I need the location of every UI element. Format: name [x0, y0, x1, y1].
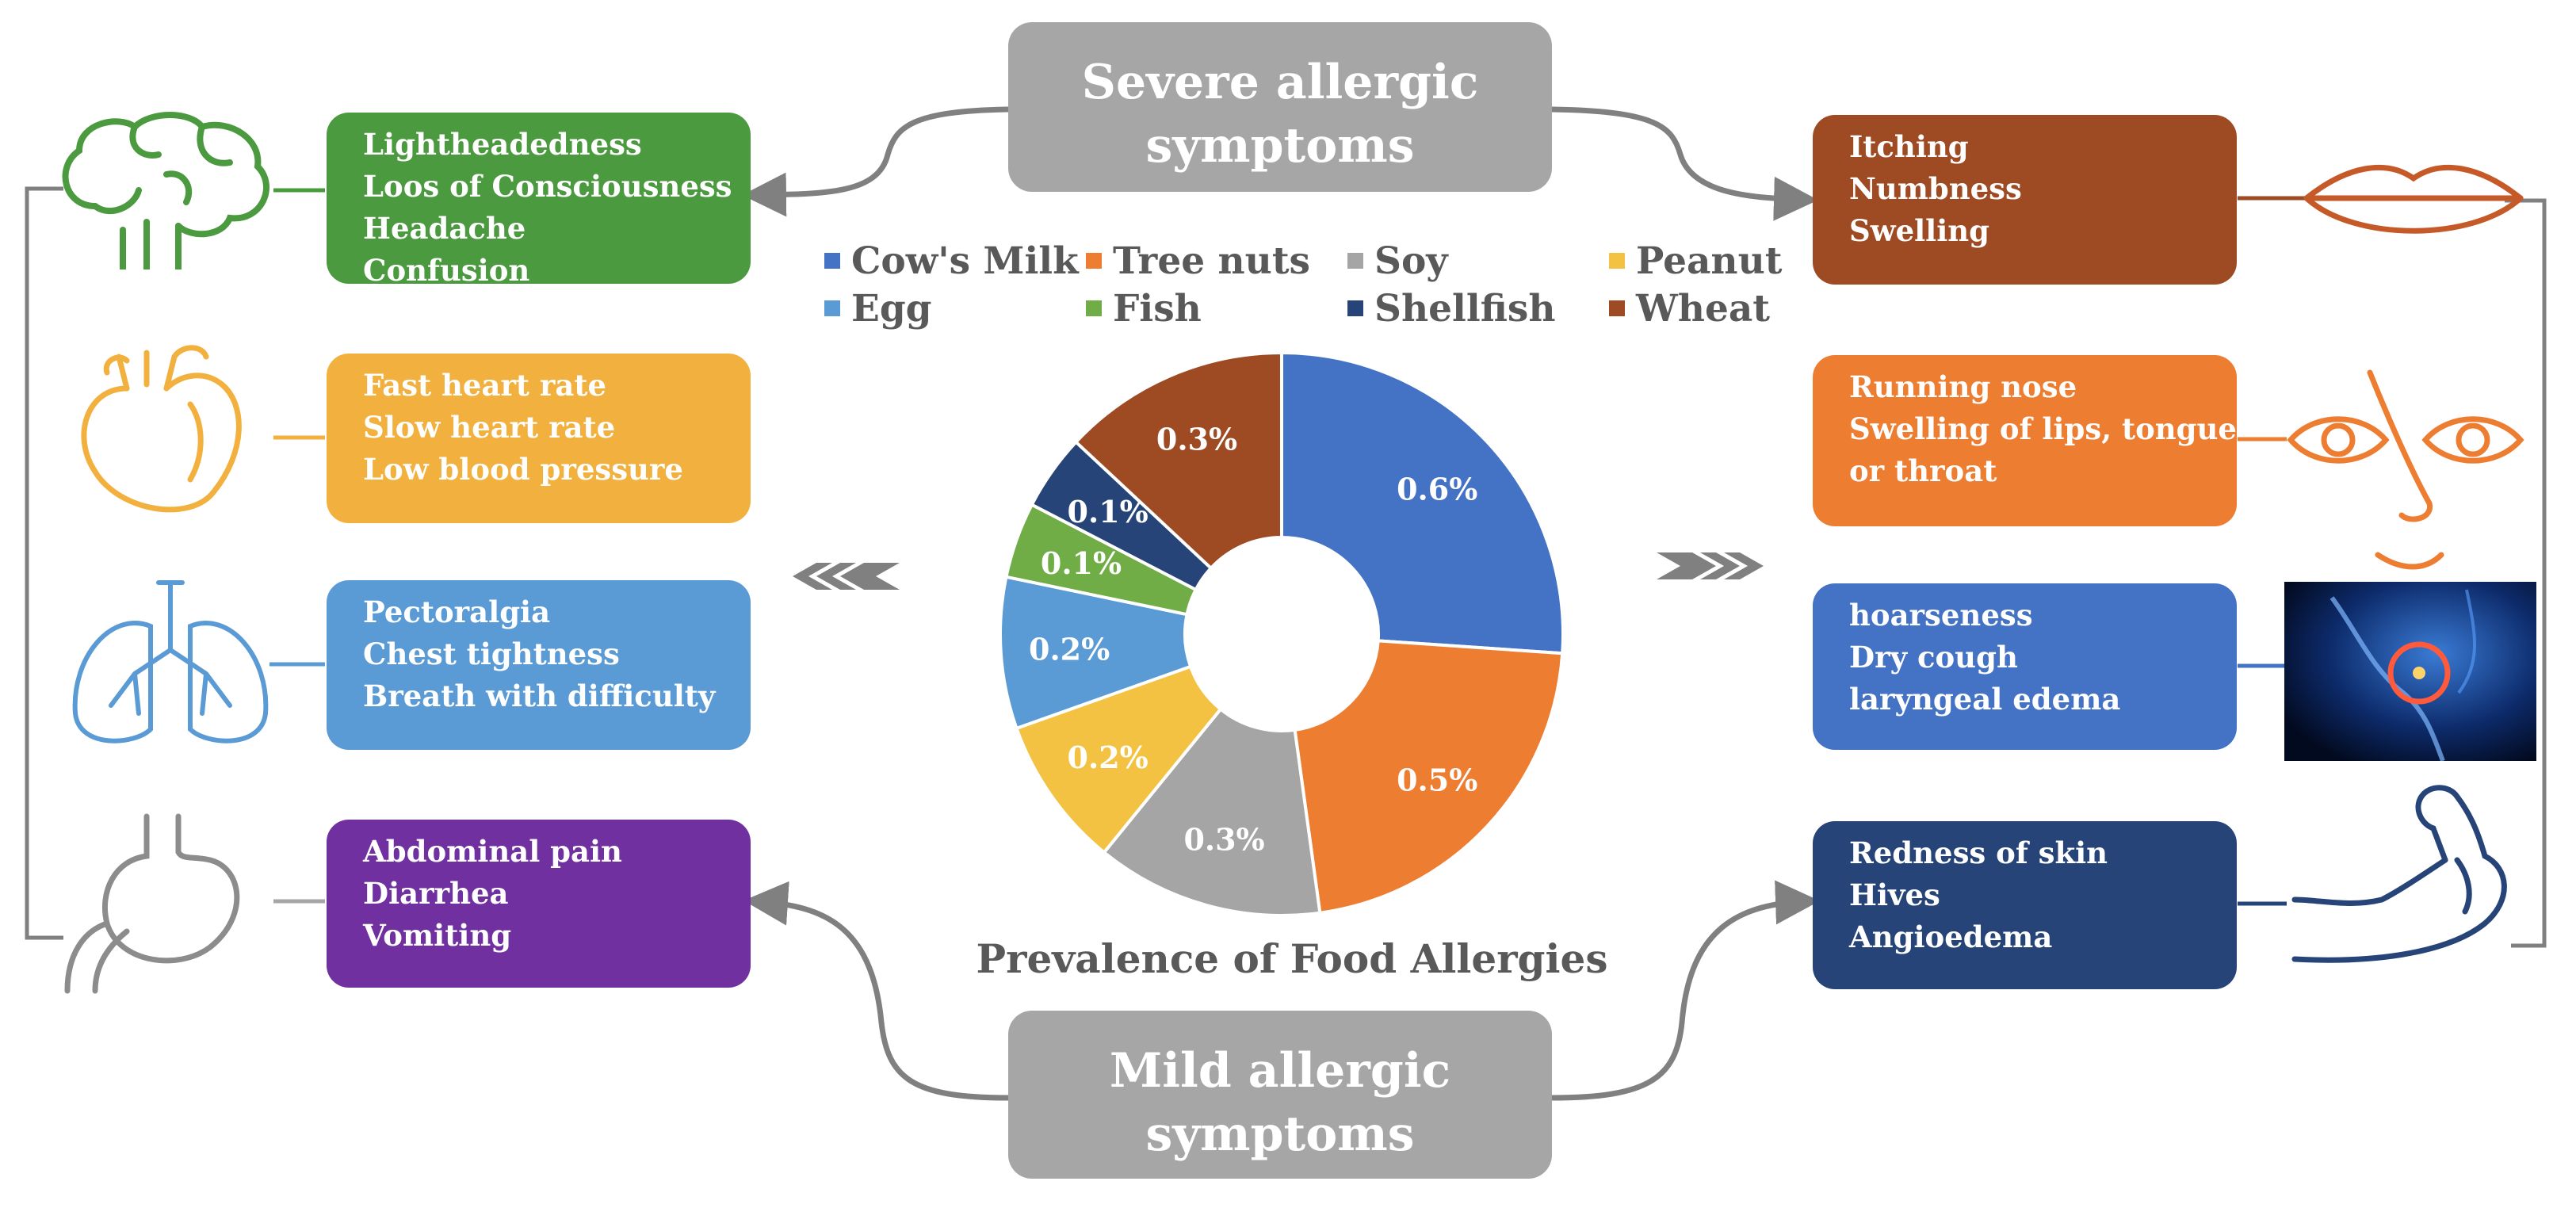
- lungs-icon: [72, 580, 269, 744]
- legend-label: Egg: [851, 287, 932, 331]
- slice-label: 0.2%: [1068, 740, 1148, 775]
- legend-swatch: [824, 253, 840, 269]
- lips-symptom-2: Swelling: [1849, 213, 1990, 248]
- brain-symptom-0: Lightheadedness: [363, 127, 642, 162]
- face-symptom-2: or throat: [1849, 453, 1997, 488]
- legend-swatch: [1609, 300, 1625, 316]
- mild-to-right-arrow: [1551, 880, 1820, 1101]
- legend-swatch: [1609, 253, 1625, 269]
- severe-to-right-arrow: [1551, 106, 1818, 221]
- mild-line1: Mild allergic: [1109, 1043, 1451, 1099]
- muscle-symptom-2: Angioedema: [1849, 919, 2053, 954]
- chevron-left-icon: [793, 563, 900, 590]
- severe-line2: symptoms: [1145, 118, 1415, 174]
- brain-symptom-2: Headache: [363, 211, 526, 246]
- legend-item: Egg: [824, 285, 932, 333]
- lungs-symptom-0: Pectoralgia: [363, 594, 551, 629]
- lungs-symptom-2: Breath with difficulty: [363, 679, 716, 713]
- face-symptom-1: Swelling of lips, tongue: [1849, 411, 2237, 446]
- mild-to-left-arrow: [743, 881, 1009, 1101]
- legend-item: Wheat: [1609, 285, 1770, 333]
- severe-line1: Severe allergic: [1081, 55, 1479, 110]
- throat-symptoms-box: hoarseness Dry cough laryngeal edema: [1813, 583, 2237, 750]
- legend-label: Soy: [1374, 239, 1448, 283]
- lips-symptoms-box: Itching Numbness Swelling: [1813, 115, 2237, 285]
- heart-icon: [81, 345, 242, 513]
- legend-swatch: [1347, 300, 1363, 316]
- lips-symptom-0: Itching: [1849, 129, 1969, 164]
- donut-slice: [1280, 350, 1565, 656]
- legend-label: Peanut: [1636, 239, 1783, 283]
- legend-item: Peanut: [1609, 238, 1783, 285]
- skin-symptoms-box: Redness of skin Hives Angioedema: [1813, 821, 2237, 989]
- eyes-nose-icon: [2287, 369, 2524, 570]
- legend-swatch: [1086, 300, 1102, 316]
- brain-symptom-1: Loos of Consciousness: [363, 169, 732, 204]
- legend-swatch: [1086, 253, 1102, 269]
- stomach-symptom-0: Abdominal pain: [363, 834, 622, 869]
- throat-image: [2284, 582, 2536, 761]
- severe-symptoms-header: Severe allergic symptoms: [1008, 22, 1552, 192]
- chart-title: Prevalence of Food Allergies: [976, 935, 1608, 982]
- legend-item: Fish: [1086, 285, 1202, 333]
- slice-label: 0.2%: [1029, 631, 1110, 667]
- donut-slice: [1014, 664, 1223, 855]
- left-bracket-line: [25, 186, 63, 940]
- mild-line2: symptoms: [1145, 1107, 1415, 1162]
- slice-label: 0.3%: [1156, 422, 1237, 457]
- donut-slice: [1293, 639, 1565, 915]
- mild-symptoms-header: Mild allergic symptoms: [1008, 1011, 1552, 1179]
- heart-symptom-2: Low blood pressure: [363, 452, 683, 487]
- muscle-symptom-1: Hives: [1849, 877, 1940, 912]
- legend-label: Wheat: [1636, 287, 1771, 331]
- throat-symptom-0: hoarseness: [1849, 598, 2033, 633]
- legend-item: Soy: [1347, 238, 1448, 285]
- stomach-symptoms-box: Abdominal pain Diarrhea Vomiting: [327, 820, 751, 988]
- throat-symptom-2: laryngeal edema: [1849, 682, 2121, 717]
- flexed-arm-icon: [2291, 785, 2507, 963]
- lungs-symptom-1: Chest tightness: [363, 636, 620, 671]
- muscle-symptom-0: Redness of skin: [1849, 835, 2108, 870]
- legend-item: Shellfish: [1347, 285, 1556, 333]
- slice-label: 0.6%: [1397, 472, 1477, 507]
- lips-symptom-1: Numbness: [1849, 171, 2022, 206]
- slice-label: 0.1%: [1041, 545, 1122, 581]
- donut-slice: [1102, 706, 1322, 917]
- stomach-icon: [64, 813, 240, 994]
- throat-symptom-1: Dry cough: [1849, 640, 2018, 675]
- heart-symptom-0: Fast heart rate: [363, 368, 607, 403]
- lung-symptoms-box: Pectoralgia Chest tightness Breath with di…: [327, 580, 751, 750]
- chevron-right-icon: [1657, 552, 1764, 579]
- brain-symptom-3: Confusion: [363, 253, 530, 288]
- legend-item: Cow's Milk: [824, 238, 1079, 285]
- donut-slice: [1073, 350, 1283, 571]
- legend-label: Shellfish: [1374, 287, 1556, 331]
- right-bracket-line: [2505, 198, 2547, 948]
- donut-slice: [999, 575, 1193, 731]
- legend-label: Fish: [1113, 287, 1202, 331]
- face-symptoms-box: Running nose Swelling of lips, tongue or t…: [1813, 355, 2237, 526]
- heart-symptom-1: Slow heart rate: [363, 410, 616, 445]
- legend-swatch: [824, 300, 840, 316]
- heart-symptoms-box: Fast heart rate Slow heart rate Low blood …: [327, 354, 751, 523]
- legend-item: Tree nuts: [1086, 238, 1310, 285]
- stomach-symptom-2: Vomiting: [363, 918, 512, 953]
- slice-label: 0.3%: [1183, 822, 1264, 858]
- slice-label: 0.5%: [1397, 762, 1477, 797]
- legend-label: Cow's Milk: [851, 239, 1079, 283]
- lips-icon: [2303, 164, 2524, 234]
- face-symptom-0: Running nose: [1849, 369, 2077, 404]
- legend-swatch: [1347, 253, 1363, 269]
- severe-to-left-arrow: [742, 106, 1009, 217]
- stomach-symptom-1: Diarrhea: [363, 876, 509, 911]
- legend-label: Tree nuts: [1113, 239, 1310, 283]
- brain-icon: [62, 112, 269, 270]
- brain-symptoms-box: Lightheadedness Loos of Consciousness Head…: [327, 113, 751, 288]
- slice-label: 0.1%: [1068, 494, 1148, 529]
